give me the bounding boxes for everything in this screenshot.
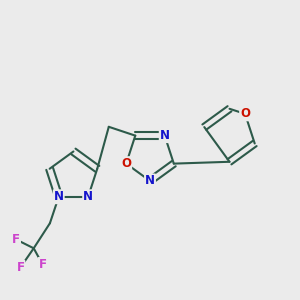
Text: N: N	[83, 190, 93, 203]
Text: F: F	[12, 233, 20, 246]
Text: O: O	[121, 157, 131, 170]
Text: F: F	[38, 258, 46, 271]
Text: N: N	[145, 174, 155, 188]
Text: F: F	[16, 261, 25, 274]
Text: N: N	[160, 129, 170, 142]
Text: O: O	[240, 107, 250, 120]
Text: N: N	[54, 190, 64, 203]
